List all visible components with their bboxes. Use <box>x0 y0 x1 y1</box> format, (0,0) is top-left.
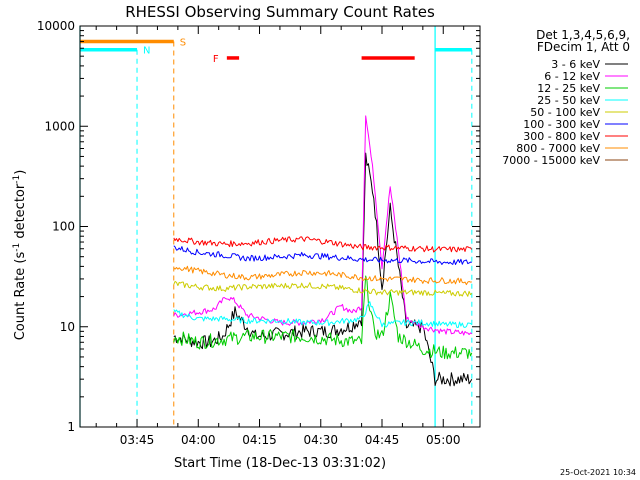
legend-label-6: 100 - 300 keV <box>523 118 600 131</box>
legend-label-5: 50 - 100 keV <box>530 106 600 119</box>
legend-header-line-1: Det 1,3,4,5,6,9, <box>536 28 630 42</box>
y-tick-label-1: 1 <box>67 420 75 434</box>
y-label-part-1: Count Rate (s <box>13 252 28 341</box>
series-line-4 <box>173 301 473 328</box>
legend-label-8: 800 - 7000 keV <box>516 142 600 155</box>
flag-label-F: F <box>213 54 219 65</box>
legend-label-2: 6 - 12 keV <box>544 70 600 83</box>
series-line-8 <box>173 265 472 286</box>
flag-label-S: S <box>180 38 186 49</box>
x-tick-label-5: 04:45 <box>365 433 400 447</box>
y-tick-label-5: 10000 <box>37 19 75 33</box>
y-label-sup-2: -1 <box>12 175 22 184</box>
y-label-part-2: detector <box>13 183 28 243</box>
x-tick-label-2: 04:00 <box>181 433 216 447</box>
x-tick-label-4: 04:30 <box>303 433 338 447</box>
series-line-3 <box>173 275 473 360</box>
y-tick-label-3: 100 <box>52 220 75 234</box>
legend-label-7: 300 - 800 keV <box>523 130 600 143</box>
x-tick-label-6: 05:00 <box>426 433 461 447</box>
legend: Det 1,3,4,5,6,9, FDecim 1, Att 0 3 - 6 k… <box>502 28 630 167</box>
axes: 1 10 100 1000 10000 03:45 04:00 04:15 04:30 04:45… <box>37 19 481 447</box>
legend-label-4: 25 - 50 keV <box>537 94 600 107</box>
y-tick-label-2: 10 <box>60 320 75 334</box>
plot-area: S N F <box>79 26 473 427</box>
legend-label-9: 7000 - 15000 keV <box>502 154 600 167</box>
x-tick-label-1: 03:45 <box>120 433 155 447</box>
legend-label-3: 12 - 25 keV <box>537 82 600 95</box>
x-axis-label: Start Time (18-Dec-13 03:31:02) <box>174 456 386 471</box>
legend-header-line-2: FDecim 1, Att 0 <box>537 40 630 54</box>
y-label-sup-1: -1 <box>12 243 22 252</box>
legend-label-1: 3 - 6 keV <box>551 58 600 71</box>
timestamp: 25-Oct-2021 10:34 <box>560 468 636 477</box>
y-tick-label-4: 1000 <box>44 119 75 133</box>
y-label-part-3: ) <box>13 170 28 175</box>
series-line-7 <box>173 236 473 253</box>
chart-title: RHESSI Observing Summary Count Rates <box>125 3 435 21</box>
series-line-5 <box>173 280 473 297</box>
x-tick-label-3: 04:15 <box>242 433 277 447</box>
flag-label-N: N <box>143 46 150 57</box>
plot-frame <box>79 25 481 428</box>
y-axis-label: Count Rate (s-1 detector-1) <box>12 170 28 341</box>
series-line-2 <box>173 115 473 336</box>
series-line-6 <box>173 245 472 265</box>
